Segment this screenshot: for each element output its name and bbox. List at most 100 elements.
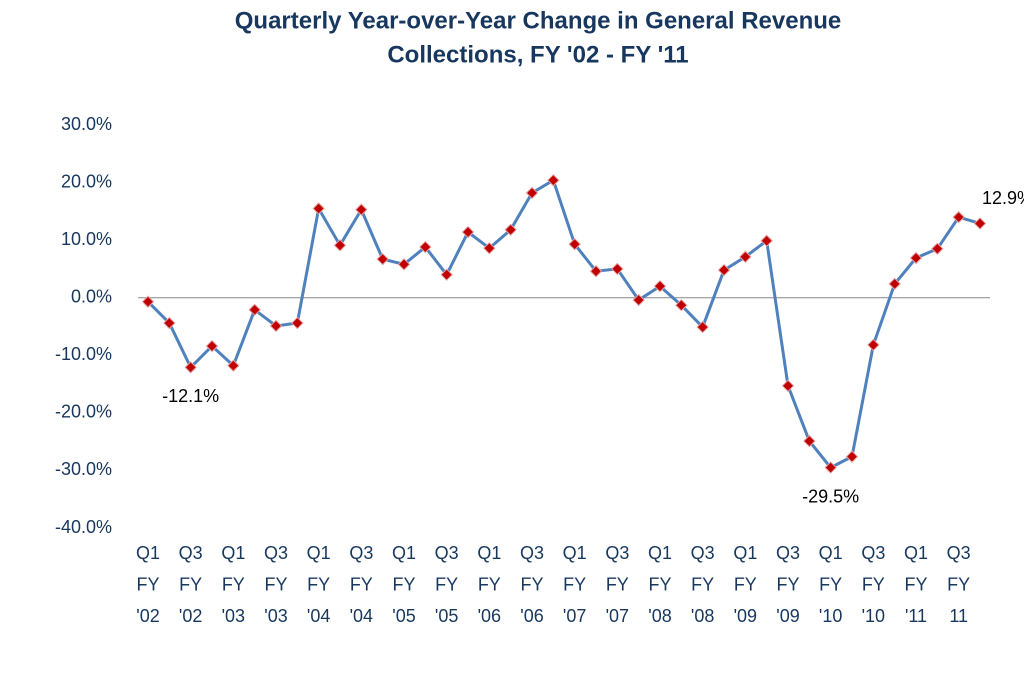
x-tick-label: FY: [776, 574, 799, 594]
marker: [973, 217, 987, 230]
x-tick-label: FY: [307, 574, 330, 594]
marker: [205, 339, 219, 353]
marker: [504, 223, 517, 236]
marker: [269, 319, 283, 333]
x-tick-label: '05: [435, 606, 458, 626]
x-tick-label: FY: [392, 574, 415, 594]
x-tick-label: '02: [136, 606, 159, 626]
x-tick-label: FY: [435, 574, 458, 594]
x-tick-label: Q1: [904, 543, 928, 563]
x-tick-label: Q3: [605, 543, 629, 563]
x-tick-label: FY: [179, 574, 202, 594]
marker: [632, 293, 645, 307]
x-tick-label: Q3: [776, 543, 800, 563]
x-tick-label: Q3: [264, 543, 288, 563]
marker: [461, 225, 475, 239]
y-tick-label: 0.0%: [71, 286, 112, 306]
x-tick-label: Q3: [179, 543, 203, 563]
x-tick-label: '04: [307, 606, 330, 626]
marker: [803, 434, 816, 448]
marker: [547, 174, 560, 187]
x-tick-label: Q1: [221, 543, 245, 563]
x-tick-label: FY: [264, 574, 287, 594]
x-tick-label: '08: [691, 606, 714, 626]
marker: [653, 279, 667, 293]
marker: [141, 295, 155, 308]
y-tick-label: 30.0%: [61, 114, 112, 134]
y-tick-label: 20.0%: [61, 171, 112, 191]
marker: [184, 361, 197, 374]
x-tick-label: '10: [819, 606, 842, 626]
x-tick-label: Q1: [733, 543, 757, 563]
x-tick-label: FY: [478, 574, 501, 594]
x-tick-label: FY: [350, 574, 373, 594]
x-tick-label: '06: [478, 606, 501, 626]
marker: [845, 450, 859, 463]
marker: [376, 252, 389, 266]
x-tick-label: '05: [392, 606, 415, 626]
x-tick-label: '08: [648, 606, 671, 626]
x-tick-label: '06: [520, 606, 543, 626]
x-tick-label: '09: [734, 606, 757, 626]
marker: [291, 316, 304, 330]
x-tick-label: Q3: [520, 543, 544, 563]
marker: [867, 338, 880, 352]
x-tick-label: FY: [862, 574, 885, 594]
x-tick-label: '07: [563, 606, 586, 626]
marker: [397, 258, 411, 271]
x-tick-label: FY: [734, 574, 757, 594]
x-tick-label: FY: [819, 574, 842, 594]
marker: [696, 320, 709, 334]
x-tick-label: '10: [862, 606, 885, 626]
marker: [824, 461, 837, 474]
marker: [717, 263, 731, 277]
data-label: 12.9%: [982, 188, 1024, 208]
marker: [355, 203, 368, 216]
x-tick-label: '07: [606, 606, 629, 626]
x-tick-label: Q1: [307, 543, 331, 563]
x-tick-label: Q3: [435, 543, 459, 563]
y-tick-label: -20.0%: [55, 402, 112, 422]
marker: [760, 234, 773, 247]
x-tick-label: FY: [648, 574, 671, 594]
x-tick-label: FY: [606, 574, 629, 594]
marker: [312, 202, 325, 215]
x-tick-label: FY: [691, 574, 714, 594]
x-tick-label: FY: [520, 574, 543, 594]
x-tick-label: Q3: [947, 543, 971, 563]
marker: [952, 210, 965, 224]
x-tick-label: FY: [563, 574, 586, 594]
x-tick-label: '04: [350, 606, 373, 626]
x-tick-label: '09: [776, 606, 799, 626]
data-label: -12.1%: [162, 386, 219, 406]
x-tick-label: Q3: [349, 543, 373, 563]
x-tick-label: Q3: [691, 543, 715, 563]
marker: [419, 240, 432, 254]
marker: [781, 379, 795, 393]
data-label: -29.5%: [802, 486, 859, 506]
marker: [483, 241, 496, 255]
marker: [931, 242, 944, 255]
y-tick-label: -30.0%: [55, 459, 112, 479]
marker: [568, 237, 581, 251]
marker: [525, 186, 539, 200]
marker: [227, 359, 240, 372]
marker: [163, 316, 176, 330]
x-tick-label: Q1: [392, 543, 416, 563]
x-tick-label: FY: [136, 574, 159, 594]
x-tick-label: '02: [179, 606, 202, 626]
x-tick-label: FY: [904, 574, 927, 594]
x-tick-label: Q1: [819, 543, 843, 563]
x-tick-label: Q1: [648, 543, 672, 563]
chart-title: Collections, FY '02 - FY '11: [387, 41, 688, 68]
chart-title: Quarterly Year-over-Year Change in Gener…: [235, 7, 842, 34]
marker: [611, 262, 624, 276]
y-tick-label: -40.0%: [55, 517, 112, 537]
marker: [739, 250, 752, 264]
y-tick-label: 10.0%: [61, 229, 112, 249]
x-tick-label: Q1: [136, 543, 160, 563]
marker: [909, 251, 923, 265]
marker: [675, 298, 688, 312]
